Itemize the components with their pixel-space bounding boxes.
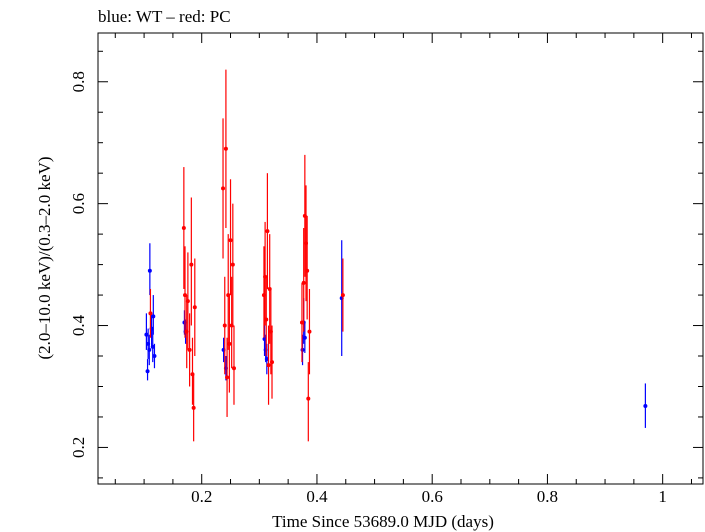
x-axis-tick-labels: 0.2 0.4 0.6 0.8 1 <box>191 487 667 506</box>
data-point <box>183 293 188 298</box>
data-point <box>185 299 190 304</box>
x-tick-label: 0.4 <box>306 487 328 506</box>
data-point <box>189 262 194 267</box>
data-point <box>191 405 196 410</box>
data-point <box>231 366 236 371</box>
y-axis-label: (2.0–10.0 keV)/(0.3–2.0 keV) <box>35 156 54 359</box>
data-point <box>150 344 155 349</box>
y-tick-label: 0.4 <box>69 314 88 336</box>
data-point <box>152 354 157 359</box>
data-point <box>221 186 226 191</box>
data-point <box>223 146 228 151</box>
data-point <box>187 347 192 352</box>
data-point <box>305 268 310 273</box>
series-layer <box>144 69 648 442</box>
data-point <box>266 363 271 368</box>
x-tick-label: 0.8 <box>537 487 558 506</box>
x-tick-label: 0.2 <box>191 487 212 506</box>
data-point <box>144 332 149 337</box>
data-point <box>181 226 186 231</box>
data-point <box>307 329 312 334</box>
series-wt <box>144 240 648 428</box>
data-point <box>301 280 306 285</box>
data-point <box>148 311 153 316</box>
data-point <box>228 238 233 243</box>
data-point <box>270 360 275 365</box>
x-axis-ticks <box>114 33 692 484</box>
y-tick-label: 0.2 <box>69 437 88 458</box>
data-point <box>264 357 269 362</box>
data-point <box>225 375 230 380</box>
data-point <box>227 341 232 346</box>
data-point <box>306 396 311 401</box>
data-point <box>151 314 156 319</box>
y-axis-tick-labels: 0.2 0.4 0.6 0.8 <box>69 71 88 458</box>
data-point <box>265 229 270 234</box>
chart-title: blue: WT – red: PC <box>98 7 231 26</box>
data-point <box>340 293 345 298</box>
data-point <box>192 305 197 310</box>
data-point <box>147 347 152 352</box>
data-point <box>222 323 227 328</box>
plot-area-border <box>97 32 704 485</box>
y-axis-ticks <box>98 50 703 479</box>
series-pc <box>148 69 345 442</box>
y-tick-label: 0.6 <box>69 193 88 214</box>
data-point <box>264 317 269 322</box>
data-point <box>147 268 152 273</box>
data-point <box>643 403 648 408</box>
data-point <box>145 369 150 374</box>
data-point <box>299 320 304 325</box>
plot-frame <box>97 32 704 485</box>
y-tick-label: 0.8 <box>69 71 88 92</box>
x-tick-label: 1 <box>658 487 667 506</box>
data-point <box>302 335 307 340</box>
x-tick-label: 0.6 <box>422 487 443 506</box>
x-axis-label: Time Since 53689.0 MJD (days) <box>272 512 494 531</box>
data-point <box>230 262 235 267</box>
